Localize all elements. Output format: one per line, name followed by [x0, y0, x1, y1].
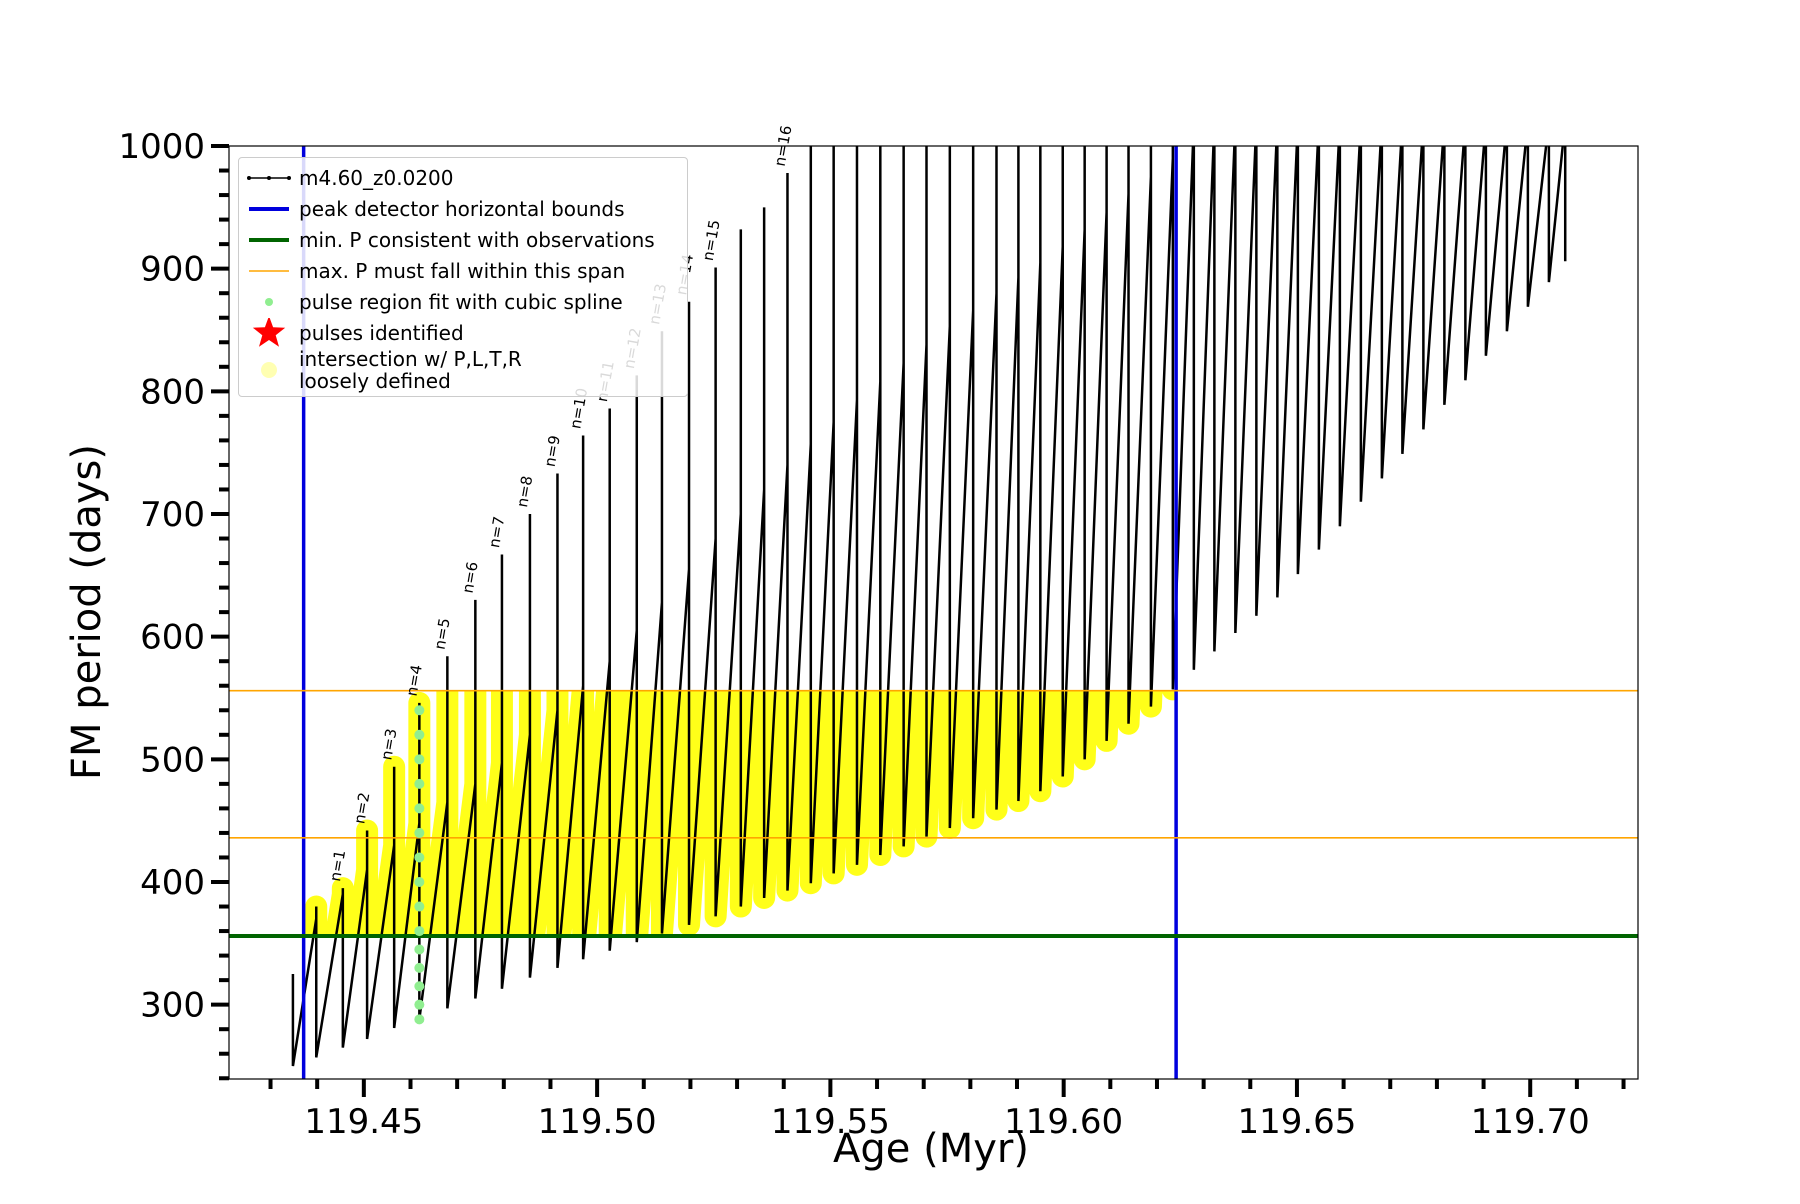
x-tick-label: 119.50: [538, 1102, 657, 1142]
spline-point: [414, 729, 425, 740]
handle-circle: [261, 362, 277, 378]
x-tick-label: 119.60: [1004, 1102, 1123, 1142]
pulse-label: n=1: [326, 849, 349, 883]
legend-label: intersection w/ P,L,T,R loosely defined: [299, 347, 522, 393]
spline-point: [414, 981, 425, 992]
curve-group: [291, 146, 1567, 1067]
pulse-label: n=3: [377, 727, 400, 761]
legend-entry: peak detector horizontal bounds: [239, 193, 687, 224]
legend-entry: pulse region fit with cubic spline: [239, 286, 687, 317]
legend-handle: [249, 206, 289, 211]
x-tick-label: 119.70: [1471, 1102, 1590, 1142]
spline-point: [414, 926, 425, 937]
pulse-label: n=8: [513, 474, 536, 508]
legend-entry: min. P consistent with observations: [239, 224, 687, 255]
legend-label: min. P consistent with observations: [299, 227, 655, 252]
y-axis-label: FM period (days): [64, 444, 110, 780]
spline-point: [414, 803, 425, 814]
legend-entry: pulses identified: [239, 317, 687, 348]
x-tick-label: 119.55: [771, 1102, 890, 1142]
spline-point: [414, 901, 425, 912]
y-tick-label: 900: [140, 250, 205, 290]
legend-handle: [265, 297, 273, 306]
pulse-label: n=2: [350, 791, 373, 825]
pulse-label: n=15: [699, 218, 724, 262]
spline-point: [414, 876, 425, 887]
legend-handle: [249, 237, 289, 242]
legend-label: max. P must fall within this span: [299, 258, 626, 283]
y-tick-label: 800: [140, 372, 205, 412]
x-tick-label: 119.65: [1237, 1102, 1356, 1142]
handle-dot: [267, 175, 271, 180]
spline-point: [414, 944, 425, 955]
pulse-label: n=4: [403, 663, 426, 697]
handle-dot: [265, 297, 273, 306]
spline-point: [414, 705, 425, 716]
y-tick-label: 300: [140, 986, 205, 1026]
pulse-label: n=5: [431, 617, 454, 651]
period-curve: [291, 146, 1567, 1067]
spline-point: [414, 778, 425, 789]
pulse-label: n=7: [485, 515, 508, 549]
spline-point: [414, 1014, 425, 1025]
handle-dot: [287, 175, 291, 180]
pulse-label: n=9: [541, 434, 564, 468]
pulse-label: n=6: [459, 560, 482, 594]
y-tick-label: 1000: [118, 127, 205, 167]
spline-point: [414, 962, 425, 973]
legend-handle: [252, 317, 286, 347]
x-axis-label: Age (Myr): [833, 1126, 1029, 1172]
legend-handle: [261, 362, 277, 378]
legend-entry: max. P must fall within this span: [239, 255, 687, 286]
handle-star: [252, 317, 286, 347]
legend-label: pulse region fit with cubic spline: [299, 289, 623, 314]
spline-point: [414, 999, 425, 1010]
spline-point: [414, 852, 425, 863]
legend-label: pulses identified: [299, 320, 464, 345]
legend-label: peak detector horizontal bounds: [299, 196, 625, 221]
legend-handle: [249, 269, 289, 272]
y-tick-label: 500: [140, 740, 205, 780]
legend-entry: intersection w/ P,L,T,R loosely defined: [239, 348, 687, 392]
spline-point: [414, 827, 425, 838]
y-tick-label: 600: [140, 618, 205, 658]
x-tick-label: 119.45: [304, 1102, 423, 1142]
legend-label: m4.60_z0.0200: [299, 165, 454, 190]
handle-dot: [247, 175, 251, 180]
spline-point: [414, 754, 425, 765]
legend-entry: m4.60_z0.0200: [239, 162, 687, 193]
legend-handle: [247, 175, 291, 180]
y-tick-label: 400: [140, 863, 205, 903]
y-tick-label: 700: [140, 495, 205, 535]
